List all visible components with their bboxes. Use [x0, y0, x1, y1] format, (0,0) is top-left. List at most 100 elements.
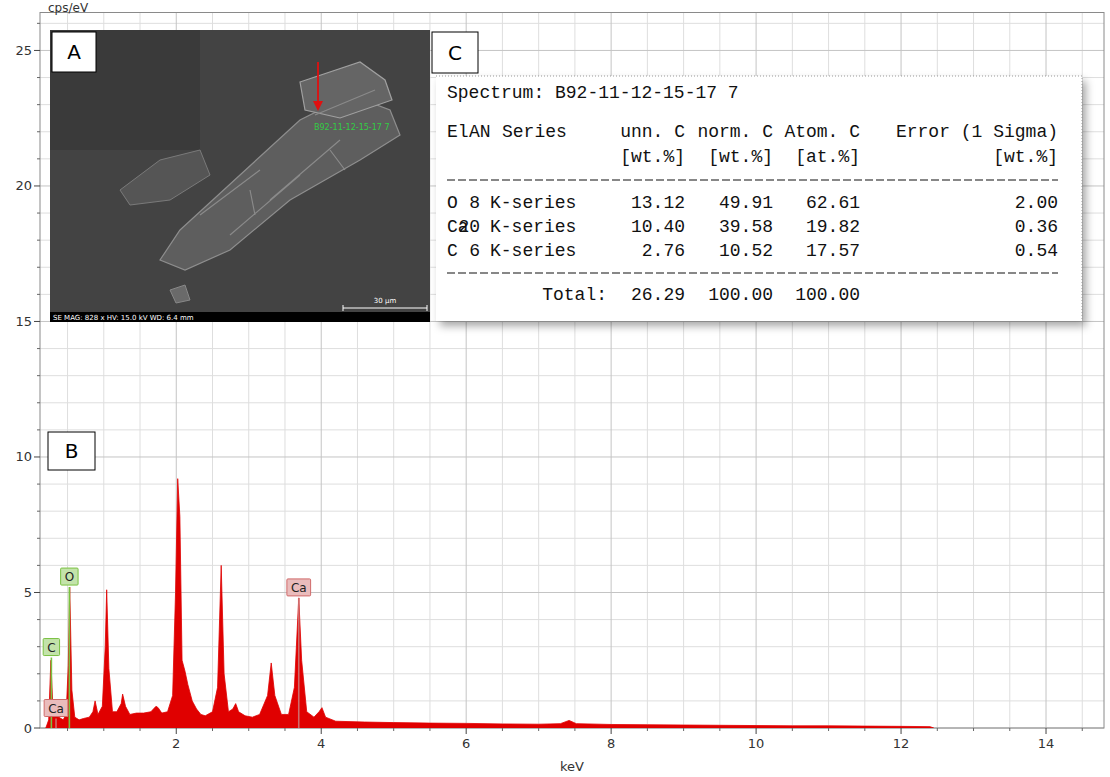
total-cell: 26.29 — [631, 285, 685, 305]
table-border — [436, 76, 1082, 321]
tick-x — [321, 728, 322, 734]
tick-label-y: 15 — [15, 314, 32, 329]
minor-tick-y — [37, 511, 40, 512]
minor-grid-y — [40, 700, 1104, 701]
minor-grid-y — [40, 646, 1104, 647]
sem-arrow-head — [313, 101, 323, 111]
minor-grid-y — [40, 375, 1104, 376]
table-cell: K-series — [490, 193, 576, 213]
tick-label-y: 25 — [15, 43, 32, 58]
sem-particle — [120, 150, 210, 205]
element-label-bg — [43, 639, 59, 656]
tick-label-x: 14 — [1038, 736, 1055, 751]
sem-particle — [300, 62, 392, 118]
tick-label-y: 5 — [24, 585, 32, 600]
grid-y — [40, 456, 1104, 457]
minor-tick-x — [719, 728, 720, 731]
plot-frame — [40, 13, 1104, 729]
column-unit: [wt.%] — [620, 147, 685, 167]
panel-letter: A — [67, 40, 81, 64]
table-cell: 8 — [469, 193, 480, 213]
column-head: Series — [502, 122, 567, 142]
scale-bar — [343, 308, 427, 309]
tick-y — [34, 50, 40, 51]
table-cell: 10.52 — [719, 241, 773, 261]
minor-tick-y — [37, 213, 40, 214]
minor-grid-y — [40, 348, 1104, 349]
total-cell: 100.00 — [795, 285, 860, 305]
tick-label-x: 10 — [748, 736, 765, 751]
element-line — [55, 719, 57, 728]
minor-grid-y — [40, 429, 1104, 430]
spectrum-area — [46, 479, 934, 728]
y-axis-title: cps/eV — [48, 1, 89, 15]
tick-label-y: 20 — [15, 178, 32, 193]
element-label-box — [43, 639, 59, 656]
minor-tick-y — [37, 240, 40, 241]
tick-x — [1046, 728, 1047, 734]
table-cell: K-series — [490, 241, 576, 261]
element-label-box — [287, 579, 311, 596]
minor-tick-y — [37, 646, 40, 647]
minor-tick-x — [284, 728, 285, 731]
minor-tick-y — [37, 402, 40, 403]
table-cell: C — [447, 241, 458, 261]
minor-tick-x — [683, 728, 684, 731]
total-cell: 100.00 — [708, 285, 773, 305]
minor-tick-x — [937, 728, 938, 731]
column-unit: [at.%] — [795, 147, 860, 167]
table-rule — [447, 272, 1058, 273]
minor-grid-y — [40, 565, 1104, 566]
figure: 05101520252468101214cps/eVkeVCOCaCaB92-1… — [0, 0, 1110, 777]
tick-y — [34, 592, 40, 593]
tick-y — [34, 456, 40, 457]
minor-tick-x — [393, 728, 394, 731]
tick-x — [176, 728, 177, 734]
tick-label-x: 2 — [172, 736, 180, 751]
panel-letter: C — [448, 41, 462, 65]
table-cell: 19.82 — [806, 217, 860, 237]
tick-label-x: 4 — [317, 736, 325, 751]
minor-grid-y — [40, 511, 1104, 512]
minor-tick-x — [792, 728, 793, 731]
minor-tick-x — [828, 728, 829, 731]
sem-particle — [170, 285, 190, 303]
element-label-bg — [61, 568, 78, 585]
sem-shade — [50, 30, 200, 150]
tick-x — [756, 728, 757, 734]
element-label: O — [65, 570, 74, 584]
sem-background — [50, 30, 430, 322]
sem-arrow — [317, 62, 319, 103]
element-line — [298, 598, 300, 728]
table-cell: 17.57 — [806, 241, 860, 261]
grid-y — [40, 592, 1104, 593]
ticks: 05101520252468101214 — [15, 23, 1082, 751]
marker-lines — [51, 587, 298, 728]
sem-image: B92-11-12-15-17 7SE MAG: 828 x HV: 15.0 … — [50, 30, 430, 322]
minor-tick-y — [37, 429, 40, 430]
element-label: Ca — [48, 702, 64, 716]
minor-tick-x — [140, 728, 141, 731]
minor-grid-y — [40, 619, 1104, 620]
minor-grid-y — [40, 484, 1104, 485]
tick-label-y: 10 — [15, 449, 32, 464]
element-label: C — [47, 641, 55, 655]
table-title: Spectrum: B92-11-12-15-17 7 — [447, 83, 739, 103]
column-head: AN — [469, 122, 491, 142]
table-box — [436, 76, 1082, 321]
table-cell: 20 — [458, 217, 480, 237]
table-cell: 13.12 — [631, 193, 685, 213]
table-cell: 39.58 — [719, 217, 773, 237]
info-text: SE MAG: 828 x HV: 15.0 kV WD: 6.4 mm — [53, 314, 194, 322]
element-label-bg — [44, 700, 68, 717]
column-head: El — [447, 122, 469, 142]
minor-tick-y — [37, 158, 40, 159]
sem-cracks — [200, 90, 375, 235]
minor-tick-x — [103, 728, 104, 731]
x-axis-title: keV — [560, 759, 584, 774]
minor-tick-y — [37, 131, 40, 132]
table-cell: K-series — [490, 217, 576, 237]
minor-tick-x — [1009, 728, 1010, 731]
element-line — [51, 658, 53, 728]
data-group — [46, 479, 934, 728]
